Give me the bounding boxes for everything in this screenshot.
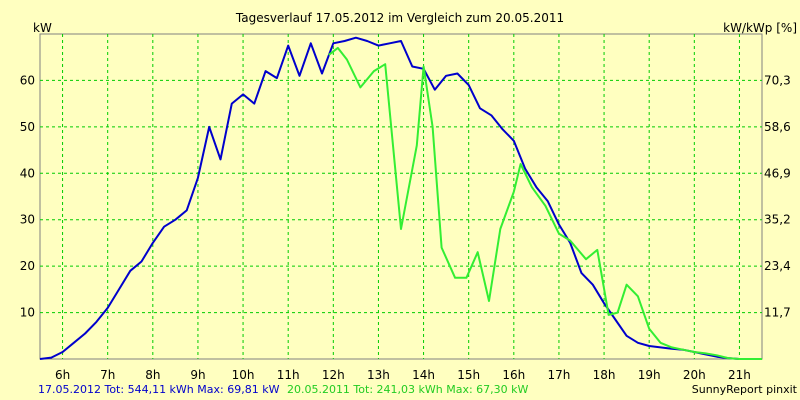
x-tick-label: 14h xyxy=(412,368,435,382)
x-tick-label: 18h xyxy=(593,368,616,382)
y-tick-label-left: 60 xyxy=(20,73,35,87)
x-tick-label: 6h xyxy=(55,368,70,382)
x-tick-label: 13h xyxy=(367,368,390,382)
grid-lines xyxy=(40,34,762,359)
y-tick-label-left: 30 xyxy=(20,213,35,227)
y-tick-label-right: 11,7 xyxy=(764,306,791,320)
x-tick-label: 8h xyxy=(145,368,160,382)
series-lines xyxy=(39,36,762,360)
y-tick-label-left: 20 xyxy=(20,259,35,273)
x-tick-label: 10h xyxy=(232,368,255,382)
chart-title: Tagesverlauf 17.05.2012 im Vergleich zum… xyxy=(235,11,564,25)
y-tick-label-right: 46,9 xyxy=(764,166,791,180)
series-line-2011 xyxy=(328,46,762,360)
y-tick-label-left: 40 xyxy=(20,166,35,180)
x-tick-label: 16h xyxy=(502,368,525,382)
y-tick-label-right: 23,4 xyxy=(764,259,791,273)
x-tick-label: 15h xyxy=(457,368,480,382)
y-tick-label-left: 50 xyxy=(20,120,35,134)
y-tick-label-left: 10 xyxy=(20,306,35,320)
x-tick-label: 19h xyxy=(638,368,661,382)
footer-series-2011: 20.05.2011 Tot: 241,03 kWh Max: 67,30 kW xyxy=(287,383,529,396)
y-axis-right-label: kW/kWp [%] xyxy=(723,21,797,35)
x-tick-label: 7h xyxy=(100,368,115,382)
x-tick-label: 21h xyxy=(728,368,751,382)
x-tick-label: 20h xyxy=(683,368,706,382)
footer-series-2012: 17.05.2012 Tot: 544,11 kWh Max: 69,81 kW xyxy=(38,383,280,396)
footer-credit: SunnyReport pinxit xyxy=(692,383,798,396)
y-axis-left-ticks: 10 20 30 40 50 60 xyxy=(20,73,35,319)
x-axis-ticks: 6h 7h 8h 9h 10h 11h 12h 13h 14h 15h 16h 17h 18h 19h 20… xyxy=(55,368,751,382)
y-axis-left-label: kW xyxy=(33,21,52,35)
y-tick-label-right: 35,2 xyxy=(764,213,791,227)
plot-area xyxy=(39,33,763,360)
x-tick-label: 9h xyxy=(190,368,205,382)
footer-legend: 17.05.2012 Tot: 544,11 kWh Max: 69,81 kW… xyxy=(38,383,529,396)
series-line-2012 xyxy=(39,36,762,360)
x-tick-label: 17h xyxy=(548,368,571,382)
y-tick-label-right: 70,3 xyxy=(764,73,791,87)
y-axis-right-ticks: 11,7 23,4 35,2 46,9 58,6 70,3 xyxy=(764,73,791,319)
x-tick-label: 12h xyxy=(322,368,345,382)
y-tick-label-right: 58,6 xyxy=(764,120,791,134)
x-tick-label: 11h xyxy=(277,368,300,382)
